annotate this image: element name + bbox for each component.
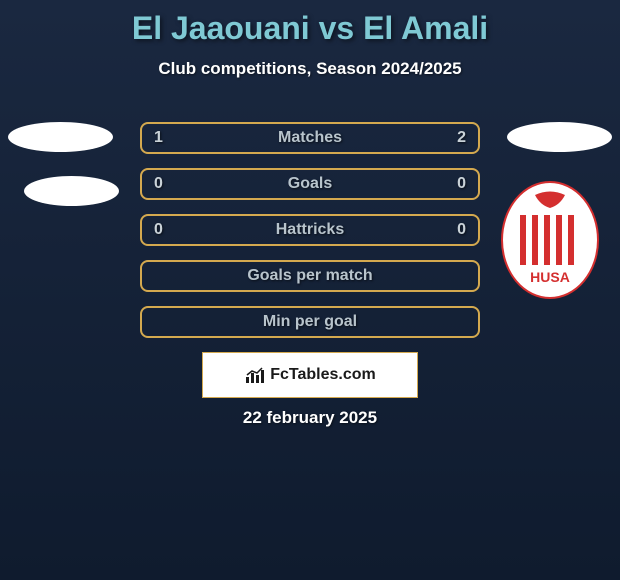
stat-label: Hattricks — [276, 221, 344, 239]
page-title: El Jaaouani vs El Amali — [0, 0, 620, 47]
stat-left-value: 1 — [154, 129, 163, 147]
date-label: 22 february 2025 — [0, 408, 620, 428]
brand-footer[interactable]: FcTables.com — [202, 352, 418, 398]
stat-label: Min per goal — [263, 313, 357, 331]
stat-left-value: 0 — [154, 175, 163, 193]
player2-avatar-placeholder — [507, 122, 612, 152]
player1-avatar-placeholder — [8, 122, 113, 152]
stat-row-matches: 1 Matches 2 — [140, 122, 480, 154]
svg-text:HUSA: HUSA — [530, 269, 570, 285]
stat-row-hattricks: 0 Hattricks 0 — [140, 214, 480, 246]
chart-icon — [244, 365, 266, 385]
page-subtitle: Club competitions, Season 2024/2025 — [0, 59, 620, 79]
stat-right-value: 0 — [457, 175, 466, 193]
stat-row-goals-per-match: Goals per match — [140, 260, 480, 292]
stat-label: Matches — [278, 129, 342, 147]
stat-right-value: 0 — [457, 221, 466, 239]
stat-left-value: 0 — [154, 221, 163, 239]
stat-row-min-per-goal: Min per goal — [140, 306, 480, 338]
brand-text: FcTables.com — [270, 366, 376, 384]
shield-icon: HUSA — [500, 180, 600, 300]
team-badge-husa: HUSA — [500, 180, 600, 300]
stat-label: Goals per match — [247, 267, 372, 285]
player1-team-placeholder — [24, 176, 119, 206]
stat-row-goals: 0 Goals 0 — [140, 168, 480, 200]
stat-label: Goals — [288, 175, 332, 193]
stat-right-value: 2 — [457, 129, 466, 147]
